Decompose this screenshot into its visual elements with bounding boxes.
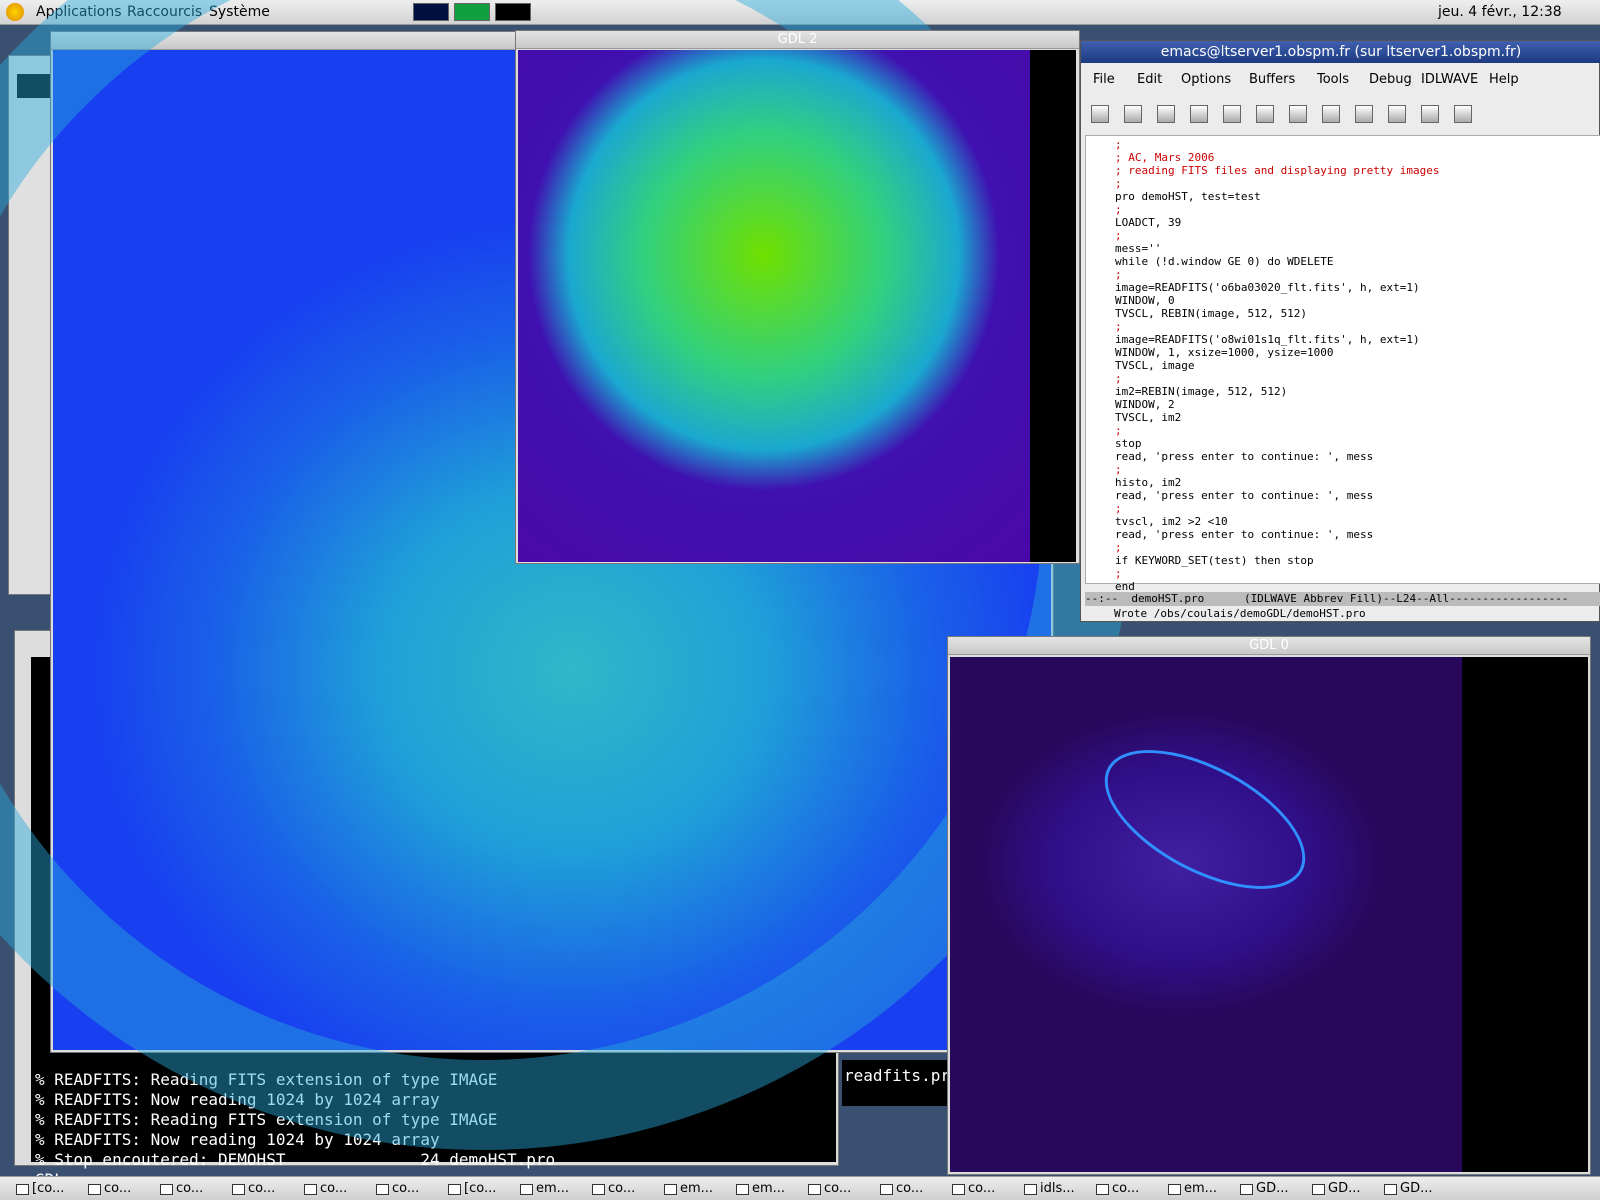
task-button[interactable]: idls... (1020, 1180, 1075, 1198)
code-line: LOADCT, 39 (1115, 216, 1182, 229)
code-line: im2=REBIN(image, 512, 512) (1115, 385, 1288, 398)
clock: jeu. 4 févr., 12:38 (1438, 4, 1562, 20)
code-line: mess='' (1115, 242, 1162, 255)
task-button[interactable]: GD... (1380, 1180, 1432, 1198)
gdl0-window: GDL 0 (947, 636, 1591, 1175)
task-button[interactable]: em... (516, 1180, 569, 1198)
app-icon[interactable] (6, 3, 24, 21)
menu-item[interactable]: File (1093, 72, 1115, 87)
menu-item[interactable]: IDLWAVE (1421, 72, 1479, 87)
menu-item[interactable]: Edit (1137, 72, 1163, 87)
aurora-oval (1083, 721, 1327, 918)
tool-button[interactable] (1289, 105, 1307, 123)
code: ;; AC, Mars 2006; reading FITS files and… (1115, 138, 1440, 593)
code-line: if KEYWORD_SET(test) then stop (1115, 554, 1314, 567)
code-line: read, 'press enter to continue: ', mess (1115, 489, 1374, 502)
padding (1462, 657, 1588, 1172)
task-button[interactable]: co... (948, 1180, 995, 1198)
menu-item[interactable]: Tools (1317, 72, 1350, 87)
task-button[interactable]: co... (156, 1180, 203, 1198)
title-bar: GDL 0 (948, 637, 1590, 655)
code-line: ; (1115, 177, 1122, 190)
task-button[interactable]: co... (372, 1180, 419, 1198)
task-button[interactable]: GD... (1308, 1180, 1360, 1198)
tool-button[interactable] (1454, 105, 1472, 123)
tool-button[interactable] (1322, 105, 1340, 123)
code-line: TVSCL, REBIN(image, 512, 512) (1115, 307, 1308, 320)
code-line: tvscl, im2 >2 <10 (1115, 515, 1228, 528)
gdl2-window: GDL 2 (515, 30, 1080, 564)
tool-button[interactable] (1421, 105, 1439, 123)
code-line: while (!d.window GE 0) do WDELETE (1115, 255, 1334, 268)
task-button[interactable]: [co... (444, 1180, 496, 1198)
task-button[interactable]: em... (1164, 1180, 1217, 1198)
code-line: ; (1115, 229, 1122, 242)
taskbar: [co... co... co... co... co... co... [co... em.… (0, 1176, 1600, 1200)
task-button[interactable]: co... (876, 1180, 923, 1198)
menu-item[interactable]: Buffers (1249, 72, 1296, 87)
tool-button[interactable] (1355, 105, 1373, 123)
task-button[interactable]: co... (228, 1180, 275, 1198)
task-button[interactable]: co... (1092, 1180, 1139, 1198)
code-line: TVSCL, image (1115, 359, 1195, 372)
tool-button[interactable] (1190, 105, 1208, 123)
terminal-line: % Stop encoutered: DEMOHST 24 demoHST.pr… (35, 1150, 556, 1169)
tool-button[interactable] (1223, 105, 1241, 123)
code-line: WINDOW, 0 (1115, 294, 1175, 307)
code-line: ; (1115, 203, 1122, 216)
saturn-image (518, 50, 1030, 562)
task-button[interactable]: co... (84, 1180, 131, 1198)
code-line: ; (1115, 502, 1122, 515)
code-line: ; (1115, 138, 1122, 151)
code-line: ; (1115, 567, 1122, 580)
code-line: read, 'press enter to continue: ', mess (1115, 528, 1374, 541)
code-line: TVSCL, im2 (1115, 411, 1182, 424)
code-line: WINDOW, 2 (1115, 398, 1175, 411)
minibuffer: Wrote /obs/coulais/demoGDL/demoHST.pro (1114, 607, 1366, 620)
menu-item[interactable]: Options (1181, 72, 1232, 87)
emacs-window: emacs@ltserver1.obspm.fr (sur ltserver1.… (1080, 40, 1600, 622)
tool-button[interactable] (1124, 105, 1142, 123)
tool-button[interactable] (1091, 105, 1109, 123)
task-button[interactable]: em... (732, 1180, 785, 1198)
tool-button[interactable] (1256, 105, 1274, 123)
menu-item[interactable]: Help (1489, 72, 1519, 87)
task-button[interactable]: GD... (1236, 1180, 1288, 1198)
code-line: ; (1115, 268, 1122, 281)
task-button[interactable]: co... (300, 1180, 347, 1198)
title-bar: GDL 2 (516, 31, 1079, 49)
tool-button[interactable] (1388, 105, 1406, 123)
toolbar (1091, 103, 1591, 127)
code-line: histo, im2 (1115, 476, 1182, 489)
code-line: ; (1115, 424, 1122, 437)
code-line: ; (1115, 320, 1122, 333)
menu-item[interactable]: Debug (1369, 72, 1412, 87)
aurora-image (950, 657, 1462, 1172)
code-line: end (1115, 580, 1135, 593)
side-terminal: readfits.pr (842, 1060, 952, 1106)
menu-bar: File Edit Options Buffers Tools Debug IDLWAVE H… (1081, 69, 1600, 91)
task-button[interactable]: co... (588, 1180, 635, 1198)
code-line: image=READFITS('o8wi01s1q_flt.fits', h, … (1115, 333, 1420, 346)
title-bar: emacs@ltserver1.obspm.fr (sur ltserver1.… (1081, 41, 1600, 63)
task-button[interactable]: em... (660, 1180, 713, 1198)
code-line: stop (1115, 437, 1142, 450)
code-line: ; AC, Mars 2006 (1115, 151, 1215, 164)
code-line: ; (1115, 372, 1122, 385)
task-button[interactable]: co... (804, 1180, 851, 1198)
code-line: ; (1115, 463, 1122, 476)
code-line: pro demoHST, test=test (1115, 190, 1261, 203)
padding (1030, 50, 1076, 562)
task-button[interactable]: [co... (12, 1180, 64, 1198)
code-line: WINDOW, 1, xsize=1000, ysize=1000 (1115, 346, 1334, 359)
tool-button[interactable] (1157, 105, 1175, 123)
code-line: image=READFITS('o6ba03020_flt.fits', h, … (1115, 281, 1420, 294)
code-line: read, 'press enter to continue: ', mess (1115, 450, 1374, 463)
code-line: ; (1115, 541, 1122, 554)
modeline: --:-- demoHST.pro (IDLWAVE Abbrev Fill)-… (1085, 592, 1600, 606)
code-line: ; reading FITS files and displaying pret… (1115, 164, 1440, 177)
editor: ;; AC, Mars 2006; reading FITS files and… (1085, 135, 1600, 593)
